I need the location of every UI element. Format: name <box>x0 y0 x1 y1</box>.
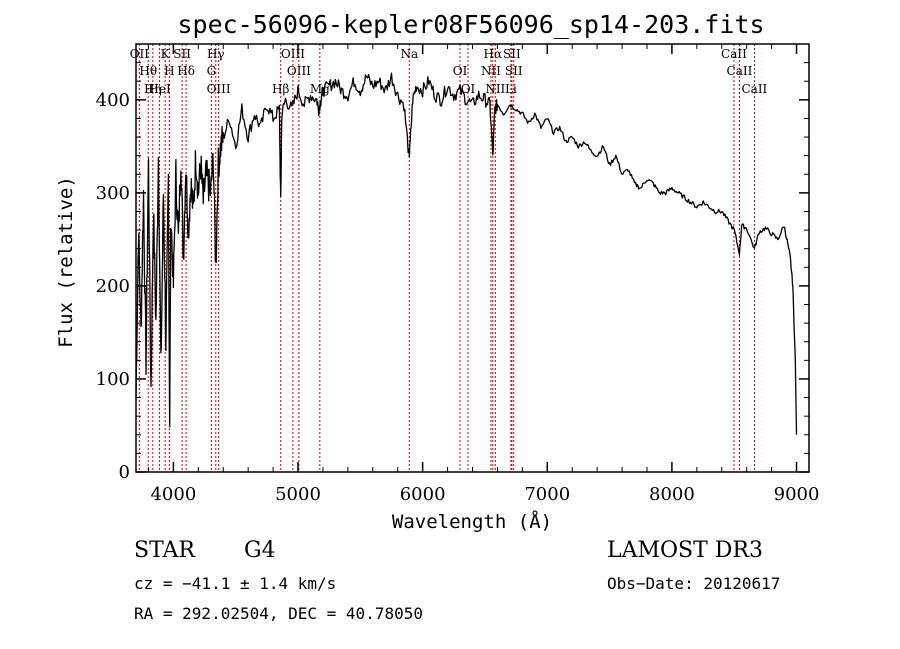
y-tick-label: 200 <box>96 276 130 297</box>
spectral-line-label: Na <box>400 47 418 61</box>
plot-frame <box>135 43 810 473</box>
spectral-line-label: Hα <box>484 47 503 61</box>
spectral-line-label: SII <box>505 64 523 78</box>
spectral-line-label: G <box>207 64 217 78</box>
spectral-line-label: HeI <box>148 82 171 96</box>
spectral-line-label: Mg <box>310 82 330 96</box>
spectral-line-label: OII <box>130 47 150 61</box>
y-tick-label: 0 <box>119 462 130 483</box>
spectrum-line <box>135 72 798 435</box>
x-tick-label: 6000 <box>400 484 446 505</box>
spectral-line-label: Hη <box>144 82 162 96</box>
spectral-line-label: K <box>161 47 171 61</box>
x-axis-label: Wavelength (Å) <box>392 510 552 533</box>
x-tick-label: 4000 <box>150 484 196 505</box>
spectral-line-label: NII <box>481 64 501 78</box>
axis-ticks <box>136 44 809 473</box>
spectral-line-label: Hβ <box>272 82 289 96</box>
spectral-line-label: OI <box>453 64 468 78</box>
y-tick-label: 100 <box>96 369 130 390</box>
spectral-line-label: SII <box>503 47 521 61</box>
spectral-line-label: OIII <box>207 82 231 96</box>
chart-title: spec-56096-kepler08F56096_sp14-203.fits <box>178 10 765 39</box>
spectral-line-label: Li <box>505 82 517 96</box>
obs-date: Obs−Date: 20120617 <box>607 574 781 593</box>
spectral-line-labels: OII Hθ Hη KH HeI SII Hδ OIII Hγ G Hβ OIII OIII Mg Na OI… <box>130 47 768 96</box>
spectral-subclass: G4 <box>244 538 276 563</box>
spectral-line-label: Hθ <box>139 64 157 78</box>
coordinates: RA = 292.02504, DEC = 40.78050 <box>134 604 423 623</box>
spectral-line-label: OIII <box>281 47 305 61</box>
x-tick-label: 9000 <box>774 484 820 505</box>
object-class: STAR <box>134 538 195 563</box>
y-tick-label: 400 <box>96 90 130 111</box>
survey-name: LAMOST DR3 <box>607 538 763 563</box>
axis-tick-labels: 4000 5000 6000 7000 8000 9000 0 100 200 300 400 <box>96 90 820 505</box>
y-tick-label: 300 <box>96 183 130 204</box>
spectral-line-label: CaII <box>741 82 767 96</box>
spectral-line-label: CaII <box>721 47 747 61</box>
spectral-line-markers <box>138 44 755 472</box>
spectral-line-label: H <box>164 64 174 78</box>
spectral-line-label: OI <box>461 82 476 96</box>
spectral-line-label: Hδ <box>177 64 195 78</box>
redshift-text: cz = −41.1 ± 1.4 km/s <box>134 574 337 593</box>
x-tick-label: 8000 <box>649 484 695 505</box>
spectral-line-label: SII <box>173 47 191 61</box>
x-tick-label: 7000 <box>524 484 570 505</box>
spectral-line-label: CaII <box>727 64 753 78</box>
y-axis-label: Flux (relative) <box>55 176 77 348</box>
spectral-line-label: NII <box>485 82 505 96</box>
spectral-line-label: OIII <box>287 64 311 78</box>
x-tick-label: 5000 <box>275 484 321 505</box>
spectral-line-label: Hγ <box>207 47 225 61</box>
